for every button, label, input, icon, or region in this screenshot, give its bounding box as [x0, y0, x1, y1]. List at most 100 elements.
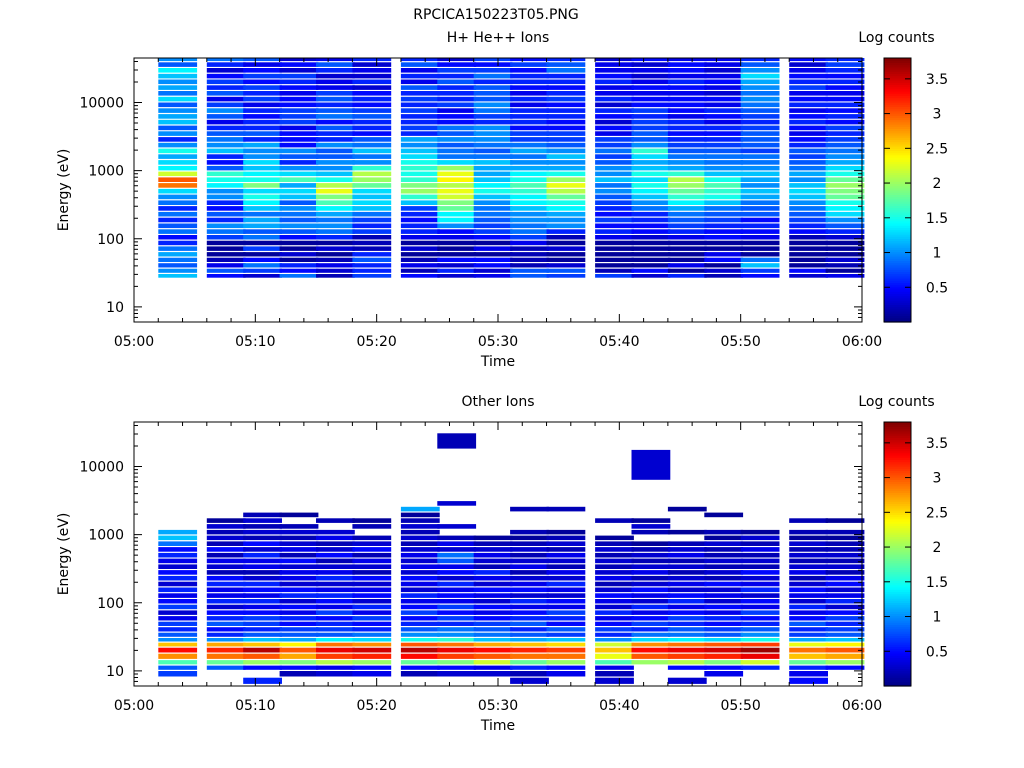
heatmap-cell: [437, 647, 477, 653]
heatmap-cell: [510, 131, 549, 136]
heatmap-cell: [473, 647, 513, 653]
colorbar-step: [884, 121, 911, 125]
heatmap-cell: [825, 246, 865, 251]
heatmap-cell: [704, 593, 744, 598]
heatmap-cell: [595, 125, 634, 131]
heatmap-cell: [546, 665, 586, 670]
heatmap-cell: [704, 627, 744, 632]
colorbar-step: [884, 505, 911, 509]
heatmap-cell: [631, 529, 671, 535]
colorbar-step: [884, 672, 911, 676]
heatmap-cell: [279, 217, 319, 223]
heatmap-cell: [243, 529, 282, 535]
heatmap-cell: [158, 616, 198, 621]
heatmap-cell: [158, 552, 198, 558]
heatmap-cell: [437, 91, 477, 96]
heatmap-cell: [437, 274, 477, 278]
colorbar-step: [884, 295, 911, 299]
heatmap-cell: [825, 653, 865, 659]
heatmap-cell: [352, 616, 392, 621]
heatmap-cell: [510, 506, 549, 512]
heatmap-cell: [279, 200, 319, 205]
heatmap-cell: [825, 647, 865, 653]
heatmap-cell: [510, 108, 549, 113]
heatmap-cell: [740, 593, 780, 598]
heatmap-cell: [510, 58, 549, 62]
heatmap-cell: [704, 604, 744, 610]
colorbar-step: [884, 569, 911, 573]
colorbar-step: [884, 474, 911, 478]
heatmap-cell: [400, 671, 440, 677]
heatmap-cell: [825, 114, 865, 119]
heatmap-cell: [316, 119, 355, 125]
heatmap-cell: [740, 200, 780, 205]
heatmap-cell: [352, 604, 392, 610]
heatmap-cell: [510, 171, 549, 177]
heatmap-cell: [158, 610, 198, 615]
heatmap-cell: [825, 211, 865, 217]
heatmap-cell: [473, 627, 513, 632]
colorbar-step: [884, 256, 911, 259]
colorbar-step: [884, 297, 911, 301]
heatmap-cell: [740, 171, 780, 177]
colorbar-step: [884, 86, 911, 90]
heatmap-cell: [279, 529, 319, 535]
heatmap-cell: [825, 581, 865, 587]
heatmap-cell: [704, 621, 744, 626]
heatmap-cell: [206, 257, 246, 262]
heatmap-cell: [789, 632, 828, 637]
heatmap-cell: [158, 206, 198, 211]
heatmap-cell: [510, 165, 549, 171]
colorbar-step: [884, 146, 911, 149]
heatmap-cell: [400, 62, 440, 67]
colorbar-step: [884, 554, 911, 557]
heatmap-cell: [546, 274, 586, 278]
heatmap-cell: [400, 610, 440, 615]
heatmap-cell: [825, 541, 865, 546]
heatmap-cell: [546, 653, 586, 659]
heatmap-cell: [631, 632, 671, 637]
heatmap-cell: [400, 246, 440, 251]
heatmap-cell: [158, 183, 198, 188]
heatmap-cell: [631, 85, 671, 90]
heatmap-cell: [789, 73, 828, 79]
heatmap-cell: [279, 165, 319, 171]
heatmap-cell: [825, 68, 865, 73]
colorbar-step: [884, 452, 911, 456]
colorbar-step: [884, 313, 911, 316]
colorbar-step: [884, 278, 911, 281]
heatmap-cell: [437, 627, 477, 632]
heatmap-cell: [243, 96, 282, 102]
heatmap-cell: [352, 206, 392, 211]
colorbar-step: [884, 648, 911, 652]
heatmap-cell: [316, 518, 355, 523]
heatmap-cell: [546, 660, 586, 665]
heatmap-cell: [510, 85, 549, 90]
heatmap-cell: [510, 647, 549, 653]
heatmap-cell: [279, 68, 319, 73]
heatmap-cell: [510, 570, 549, 575]
heatmap-cell: [510, 642, 549, 647]
heatmap-cell: [667, 160, 707, 165]
heatmap-cell: [595, 119, 634, 125]
colorbar-tick-label: 2.5: [926, 141, 948, 157]
heatmap-cell: [206, 240, 246, 246]
heatmap-cell: [316, 263, 355, 268]
colorbar-step: [884, 532, 911, 535]
heatmap-cell: [316, 194, 355, 200]
heatmap-cell: [704, 165, 744, 171]
heatmap-cell: [279, 587, 319, 593]
heatmap-cell: [631, 642, 671, 647]
heatmap-cell: [546, 263, 586, 268]
heatmap-cell: [546, 206, 586, 211]
heatmap-cell: [437, 114, 477, 119]
heatmap-cell: [316, 604, 355, 610]
colorbar-step: [884, 291, 911, 294]
heatmap-cell: [400, 194, 440, 200]
heatmap-cell: [243, 79, 282, 85]
heatmap-cell: [206, 575, 246, 581]
heatmap-cell: [789, 529, 828, 535]
heatmap-cell: [352, 263, 392, 268]
heatmap-cell: [667, 177, 707, 182]
heatmap-cell: [473, 102, 513, 108]
